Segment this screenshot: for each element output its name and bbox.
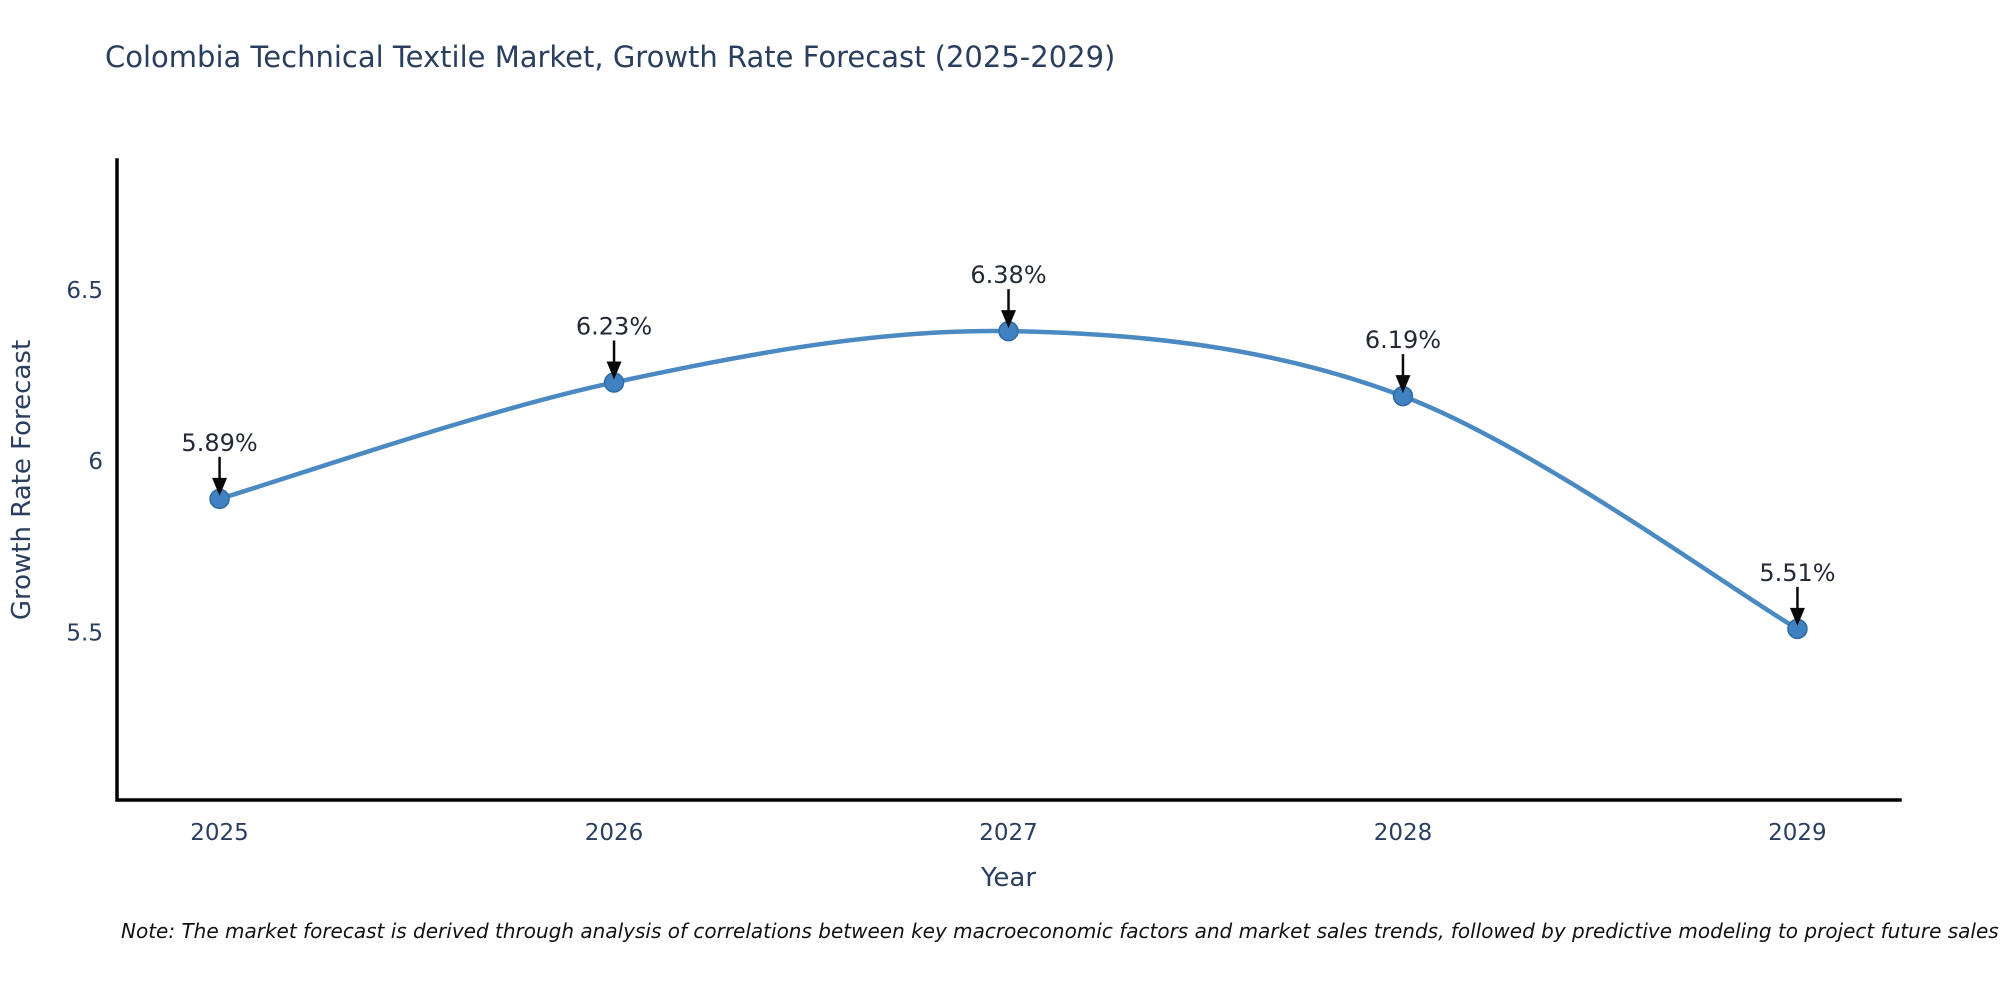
annotation-arrowhead-icon	[1001, 310, 1016, 329]
data-point-label: 5.51%	[1759, 559, 1835, 587]
chart-title: Colombia Technical Textile Market, Growt…	[105, 40, 1116, 74]
y-tick-label: 6	[88, 449, 103, 475]
x-tick-label: 2025	[190, 820, 249, 846]
data-point-label: 6.38%	[970, 261, 1046, 289]
x-tick-label: 2029	[1768, 820, 1827, 846]
y-tick-label: 5.5	[66, 620, 103, 646]
y-tick-label: 6.5	[66, 278, 103, 304]
annotation-arrowhead-icon	[1395, 375, 1411, 394]
data-point-label: 6.23%	[576, 312, 652, 340]
annotation-arrowhead-icon	[212, 477, 228, 496]
x-axis-title: Year	[980, 863, 1036, 893]
x-tick-label: 2026	[585, 820, 644, 846]
axis-spines	[115, 158, 1902, 802]
annotation-arrowhead-icon	[1789, 607, 1805, 626]
footnote-text: Note: The market forecast is derived thr…	[121, 919, 1999, 943]
data-point-label: 6.19%	[1365, 326, 1441, 354]
y-axis-title: Growth Rate Forecast	[7, 340, 37, 620]
x-tick-label: 2028	[1374, 820, 1433, 846]
x-tick-label: 2027	[979, 820, 1038, 846]
forecast-line	[217, 328, 1800, 632]
data-point-label: 5.89%	[181, 429, 257, 457]
annotation-arrowhead-icon	[606, 361, 622, 380]
